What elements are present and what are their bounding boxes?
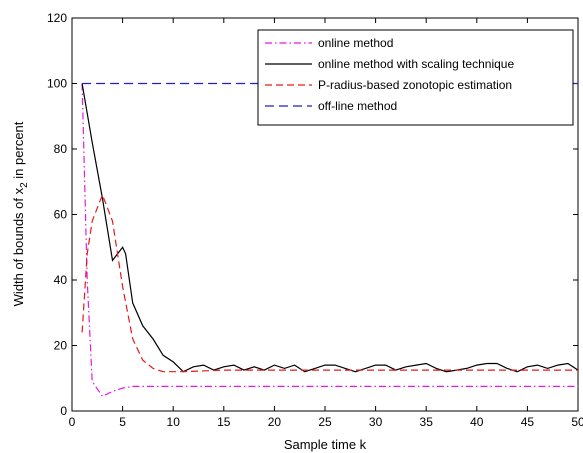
legend-label: P-radius-based zonotopic estimation: [318, 78, 512, 92]
series-line-1: [81, 83, 578, 398]
x-tick-label: 45: [521, 415, 535, 429]
x-axis-label: Sample time k: [284, 437, 367, 452]
legend-label: online method: [318, 36, 393, 50]
y-axis-label: Width of bounds of x2 in percent: [11, 121, 30, 306]
x-tick-label: 25: [318, 415, 332, 429]
y-axis-label-subscript: 2: [19, 182, 30, 188]
legend-box: [257, 29, 574, 126]
series-line-2: [81, 83, 578, 373]
y-tick-label: 60: [54, 208, 68, 222]
y-tick-label: 20: [54, 339, 68, 353]
series-line-3: [81, 193, 578, 373]
x-tick-label: 35: [420, 415, 434, 429]
y-tick-label: 40: [54, 273, 68, 287]
x-tick-label: 30: [369, 415, 383, 429]
y-tick-label: 0: [60, 404, 67, 418]
legend-label: off-line method: [318, 99, 397, 113]
x-tick-label: 5: [119, 415, 126, 429]
x-tick-label: 40: [470, 415, 484, 429]
legend: online method online method with scaling …: [257, 29, 574, 126]
y-tick-label: 120: [47, 11, 67, 25]
x-tick-label: 10: [167, 415, 181, 429]
axis-ticks: 0 5 10 15 20 25 30 35 40 45 50 0 20 40 60 80 100 120: [47, 11, 583, 429]
y-axis-label-main: Width of bounds of x: [11, 187, 26, 306]
x-tick-label: 15: [217, 415, 231, 429]
x-tick-label: 50: [571, 415, 583, 429]
y-tick-label: 80: [54, 142, 68, 156]
y-tick-label: 100: [47, 77, 67, 91]
series-lines: [81, 82, 578, 398]
x-tick-label: 0: [69, 415, 76, 429]
x-tick-label: 20: [268, 415, 282, 429]
legend-label: online method with scaling technique: [318, 57, 514, 71]
y-axis-label-tail: in percent: [11, 121, 26, 182]
